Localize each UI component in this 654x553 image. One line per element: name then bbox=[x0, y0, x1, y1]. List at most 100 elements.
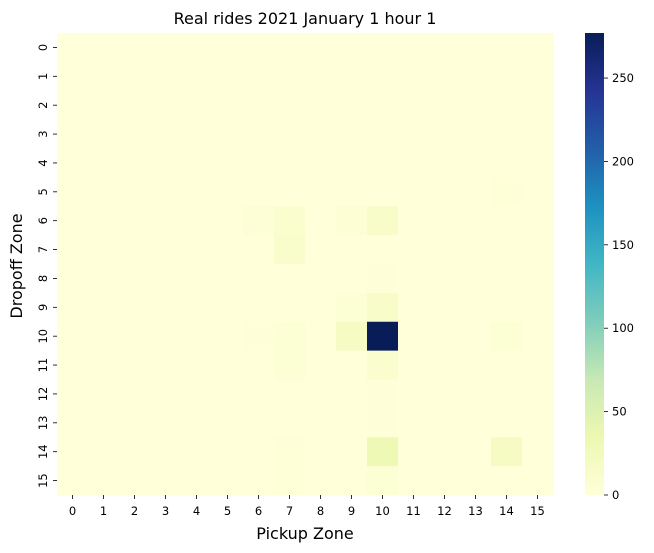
heatmap-cell-2-8 bbox=[305, 90, 337, 121]
heatmap-cell-6-7 bbox=[274, 206, 306, 236]
heatmap-cell-6-12 bbox=[429, 206, 461, 236]
heatmap-cell-4-10 bbox=[367, 148, 399, 178]
heatmap-cell-14-13 bbox=[460, 437, 492, 467]
heatmap-cell-12-11 bbox=[398, 379, 430, 409]
heatmap-cell-5-0 bbox=[57, 177, 89, 207]
heatmap-cell-3-9 bbox=[336, 119, 368, 149]
heatmap-cell-6-13 bbox=[460, 206, 492, 236]
heatmap-cell-13-13 bbox=[460, 408, 492, 438]
heatmap-cell-0-10 bbox=[367, 33, 399, 63]
heatmap-cell-15-1 bbox=[88, 466, 120, 496]
heatmap-cell-7-9 bbox=[336, 235, 368, 265]
heatmap-cell-2-0 bbox=[57, 90, 89, 121]
heatmap-cell-7-2 bbox=[119, 235, 151, 265]
heatmap-cell-4-5 bbox=[212, 148, 244, 178]
heatmap-cell-13-6 bbox=[243, 408, 275, 438]
heatmap-cell-14-12 bbox=[429, 437, 461, 467]
heatmap-cell-14-4 bbox=[181, 437, 213, 467]
heatmap-cell-10-7 bbox=[274, 321, 306, 352]
y-tick-label: 7 bbox=[36, 246, 50, 253]
heatmap-cell-7-11 bbox=[398, 235, 430, 265]
heatmap-cell-4-12 bbox=[429, 148, 461, 178]
heatmap-cell-10-11 bbox=[398, 321, 430, 352]
x-tick-label: 1 bbox=[100, 504, 107, 518]
heatmap-cell-14-11 bbox=[398, 437, 430, 467]
colorbar-tick-label: 50 bbox=[612, 405, 627, 419]
x-tick-label: 6 bbox=[255, 504, 262, 518]
heatmap-cell-12-14 bbox=[491, 379, 523, 409]
heatmap-cell-7-4 bbox=[181, 235, 213, 265]
heatmap-cell-11-13 bbox=[460, 350, 492, 380]
heatmap-cell-3-5 bbox=[212, 119, 244, 149]
heatmap-cell-12-7 bbox=[274, 379, 306, 409]
heatmap-cell-14-7 bbox=[274, 437, 306, 467]
x-axis-label: Pickup Zone bbox=[256, 524, 353, 543]
heatmap-cell-10-3 bbox=[150, 321, 182, 352]
heatmap-cell-12-9 bbox=[336, 379, 368, 409]
heatmap-cell-1-3 bbox=[150, 61, 182, 92]
heatmap-cell-11-8 bbox=[305, 350, 337, 380]
heatmap-cell-14-0 bbox=[57, 437, 89, 467]
heatmap-cell-12-4 bbox=[181, 379, 213, 409]
heatmap-cell-12-3 bbox=[150, 379, 182, 409]
heatmap-cell-11-5 bbox=[212, 350, 244, 380]
heatmap-cell-14-14 bbox=[491, 437, 523, 467]
heatmap-cell-7-13 bbox=[460, 235, 492, 265]
heatmap-cell-6-14 bbox=[491, 206, 523, 236]
heatmap-cell-10-13 bbox=[460, 321, 492, 352]
heatmap-cell-5-3 bbox=[150, 177, 182, 207]
heatmap-cell-0-12 bbox=[429, 33, 461, 63]
heatmap-cell-15-6 bbox=[243, 466, 275, 496]
heatmap-cell-0-8 bbox=[305, 33, 337, 63]
y-tick-label: 0 bbox=[36, 44, 50, 51]
heatmap-cell-8-12 bbox=[429, 264, 461, 294]
heatmap-cell-0-13 bbox=[460, 33, 492, 63]
heatmap-cell-0-5 bbox=[212, 33, 244, 63]
heatmap-cell-11-12 bbox=[429, 350, 461, 380]
heatmap-cell-15-4 bbox=[181, 466, 213, 496]
heatmap-cell-7-10 bbox=[367, 235, 399, 265]
heatmap-cell-7-6 bbox=[243, 235, 275, 265]
heatmap-cell-10-8 bbox=[305, 321, 337, 352]
heatmap-cell-14-6 bbox=[243, 437, 275, 467]
heatmap-cell-10-12 bbox=[429, 321, 461, 352]
colorbar-tick-label: 200 bbox=[612, 154, 634, 168]
colorbar-ticks: 0 50 100 150 200 250 bbox=[604, 71, 634, 502]
heatmap-cell-0-1 bbox=[88, 33, 120, 63]
heatmap-cell-1-11 bbox=[398, 61, 430, 92]
heatmap-cell-13-0 bbox=[57, 408, 89, 438]
heatmap-cell-15-13 bbox=[460, 466, 492, 496]
heatmap-cell-9-11 bbox=[398, 292, 430, 323]
y-axis-label: Dropoff Zone bbox=[7, 213, 26, 318]
heatmap-cell-15-12 bbox=[429, 466, 461, 496]
heatmap-cell-10-0 bbox=[57, 321, 89, 352]
heatmap-cell-5-4 bbox=[181, 177, 213, 207]
heatmap-cell-4-0 bbox=[57, 148, 89, 178]
heatmap-cell-11-14 bbox=[491, 350, 523, 380]
heatmap-cell-7-8 bbox=[305, 235, 337, 265]
heatmap-cell-11-2 bbox=[119, 350, 151, 380]
heatmap-cell-12-0 bbox=[57, 379, 89, 409]
y-tick-label: 1 bbox=[36, 73, 50, 80]
y-tick-label: 2 bbox=[36, 102, 50, 109]
heatmap-cell-3-13 bbox=[460, 119, 492, 149]
heatmap-cell-5-1 bbox=[88, 177, 120, 207]
heatmap-cell-9-1 bbox=[88, 292, 120, 323]
heatmap-cell-15-5 bbox=[212, 466, 244, 496]
heatmap-cell-5-5 bbox=[212, 177, 244, 207]
heatmap-cell-1-2 bbox=[119, 61, 151, 92]
heatmap-cell-15-3 bbox=[150, 466, 182, 496]
heatmap-cell-13-9 bbox=[336, 408, 368, 438]
colorbar-tick-label: 150 bbox=[612, 238, 634, 252]
heatmap-cell-0-0 bbox=[57, 33, 89, 63]
heatmap-cell-6-6 bbox=[243, 206, 275, 236]
heatmap-cell-6-3 bbox=[150, 206, 182, 236]
heatmap-cell-13-12 bbox=[429, 408, 461, 438]
heatmap-cell-2-1 bbox=[88, 90, 120, 121]
y-tick-label: 11 bbox=[36, 358, 50, 373]
heatmap-cell-11-1 bbox=[88, 350, 120, 380]
heatmap-cell-10-1 bbox=[88, 321, 120, 352]
heatmap-cell-0-14 bbox=[491, 33, 523, 63]
heatmap-cell-8-6 bbox=[243, 264, 275, 294]
